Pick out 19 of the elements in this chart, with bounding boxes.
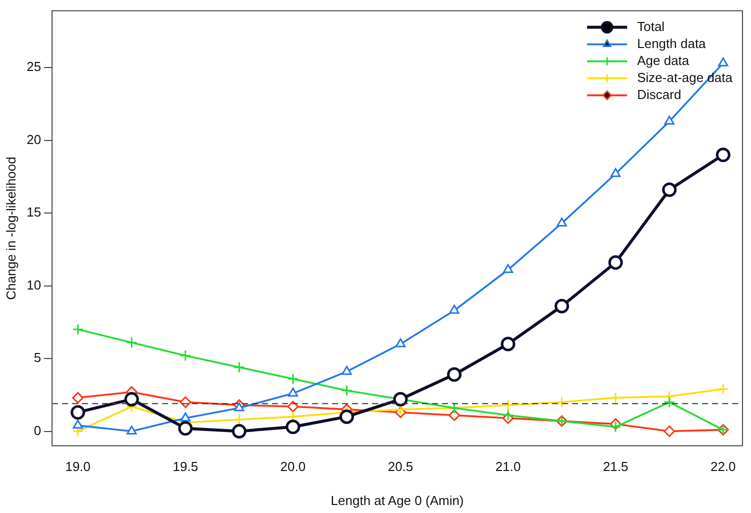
x-tick-label: 21.0	[495, 459, 521, 474]
x-tick-label: 22.0	[710, 459, 736, 474]
x-tick-label: 20.0	[280, 459, 306, 474]
y-tick-label: 0	[34, 422, 42, 438]
legend-label: Discard	[637, 86, 682, 102]
x-axis-title: Length at Age 0 (Amin)	[330, 492, 464, 508]
y-axis-title: Change in -log-likelihood	[3, 156, 18, 300]
x-tick-label: 21.5	[602, 459, 628, 474]
x-tick-label: 19.5	[172, 459, 198, 474]
legend-label: Age data	[637, 52, 690, 68]
x-tick-label: 20.5	[388, 459, 414, 474]
y-tick-label: 15	[26, 204, 42, 220]
y-tick-label: 5	[34, 350, 42, 366]
legend-label: Total	[637, 18, 665, 34]
y-tick-label: 25	[26, 59, 42, 74]
legend-label: Length data	[637, 36, 707, 51]
y-tick-label: 20	[26, 132, 42, 147]
y-tick-label: 10	[26, 277, 42, 292]
x-tick-label: 19.0	[65, 459, 91, 474]
